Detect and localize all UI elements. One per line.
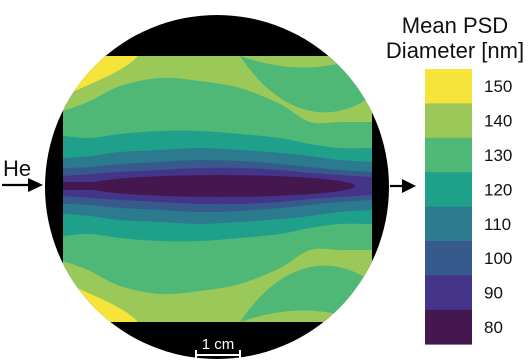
colorbar-swatch-80	[425, 309, 472, 345]
colorbar-tick-label-110: 110	[484, 215, 511, 234]
contour-lobe-130-top	[240, 56, 372, 113]
inlet-arrow-head	[28, 178, 43, 192]
colorbar-swatch-100	[425, 241, 472, 276]
colorbar-tick-label-80: 80	[484, 318, 503, 337]
colorbar-tick-label-150: 150	[484, 77, 512, 96]
colorbar-title-line1: Mean PSD	[402, 13, 508, 38]
colorbar-swatch-140	[425, 103, 472, 139]
contour-lobe-130-bottom	[240, 265, 372, 322]
colorbar-title-line2: Diameter [nm]	[386, 38, 524, 63]
colorbar: 150 140 130 120 110 100 90 80	[425, 69, 512, 345]
colorbar-tick-label-130: 130	[484, 146, 512, 165]
colorbar-tick-label-90: 90	[484, 284, 503, 303]
colorbar-tick-label-120: 120	[484, 180, 512, 199]
contour-bands	[63, 56, 372, 322]
colorbar-swatch-150	[425, 69, 472, 104]
contour-disk	[45, 15, 389, 359]
colorbar-swatch-110	[425, 206, 472, 242]
outlet-arrow-head	[402, 179, 416, 193]
colorbar-tick-label-100: 100	[484, 249, 512, 268]
inlet-label: He	[3, 156, 31, 181]
colorbar-tick-label-140: 140	[484, 112, 512, 131]
colorbar-swatch-90	[425, 275, 472, 311]
colorbar-swatch-130	[425, 137, 472, 173]
scale-bar-label: 1 cm	[202, 336, 235, 353]
colorbar-swatch-120	[425, 172, 472, 207]
contour-core-80-inlet	[63, 182, 223, 190]
